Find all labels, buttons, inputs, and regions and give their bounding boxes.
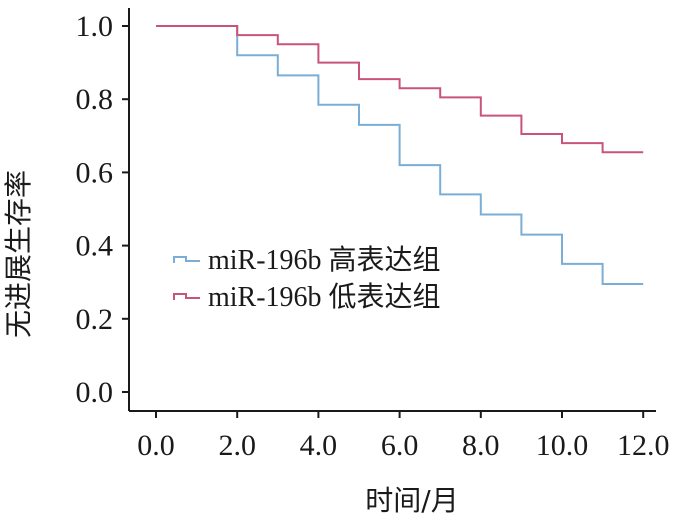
y-tick-label: 0.6: [76, 156, 114, 189]
axes: [128, 8, 656, 412]
y-axis-title: 无进展生存率: [2, 170, 35, 338]
series-lines: [156, 25, 644, 286]
y-tick-label: 0.0: [76, 376, 114, 409]
legend-marker: [173, 293, 200, 300]
y-tick-label: 0.2: [76, 303, 114, 336]
legend-marker: [173, 256, 200, 263]
series-line-low-expression: [156, 25, 644, 154]
y-tick-label: 1.0: [76, 10, 114, 43]
y-ticks: 0.0 0.2 0.4 0.6 0.8 1.0: [76, 10, 129, 409]
series-line-high-expression: [156, 25, 644, 286]
x-axis-title: 时间/月: [365, 484, 458, 517]
y-tick-label: 0.4: [76, 230, 114, 263]
legend-label: miR-196b 低表达组: [208, 281, 441, 313]
x-tick-label: 0.0: [137, 429, 175, 462]
x-tick-label: 10.0: [536, 429, 589, 462]
x-tick-label: 12.0: [617, 429, 670, 462]
legend: miR-196b 高表达组 miR-196b 低表达组: [173, 244, 441, 313]
x-tick-label: 4.0: [300, 429, 338, 462]
x-tick-label: 6.0: [381, 429, 419, 462]
x-tick-label: 2.0: [218, 429, 256, 462]
x-ticks: 0.0 2.0 4.0 6.0 8.0 10.0 12.0: [137, 411, 670, 462]
y-tick-label: 0.8: [76, 83, 114, 116]
x-tick-label: 8.0: [462, 429, 500, 462]
legend-label: miR-196b 高表达组: [208, 244, 441, 276]
